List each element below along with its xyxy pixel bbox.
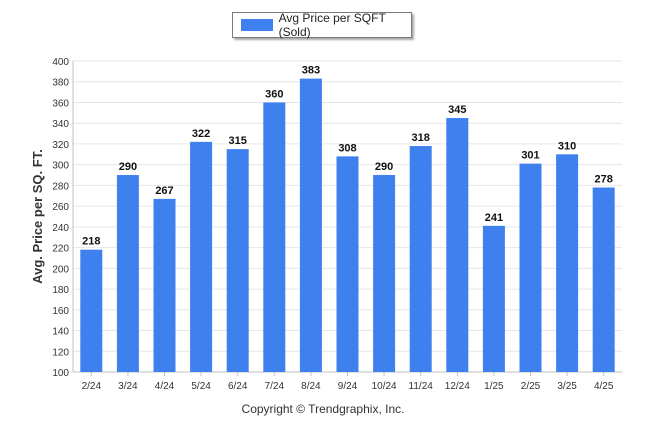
data-label: 241 xyxy=(485,212,503,224)
data-label: 290 xyxy=(375,161,393,173)
x-tick-label: 1/25 xyxy=(484,381,504,392)
bar xyxy=(190,141,213,372)
copyright-text: Copyright © Trendgraphix, Inc. xyxy=(241,402,405,416)
y-tick-label: 200 xyxy=(52,264,69,275)
bar xyxy=(299,78,322,372)
data-labels: 218 290 267 322 315 360 383 308 290 318 345 241 301 3… xyxy=(82,65,613,248)
x-tick-label: 7/24 xyxy=(265,381,285,392)
y-tick-label: 380 xyxy=(52,78,69,89)
data-label: 315 xyxy=(229,135,247,147)
y-tick-label: 100 xyxy=(52,368,69,379)
data-label: 308 xyxy=(338,142,356,154)
data-label: 360 xyxy=(265,88,283,100)
legend-label: Avg Price per SQFT (Sold) xyxy=(278,11,386,39)
y-tick-label: 160 xyxy=(52,306,69,317)
data-label: 383 xyxy=(302,65,320,77)
x-axis: 2/24 3/24 4/24 5/24 6/24 7/24 8/24 9/24 10/24 11/… xyxy=(82,372,614,392)
y-tick-label: 220 xyxy=(52,244,69,255)
x-tick-label: 3/24 xyxy=(118,381,138,392)
bar xyxy=(336,156,359,372)
bar xyxy=(556,154,579,372)
y-axis-title: Avg. Price per SQ. FT. xyxy=(30,149,45,284)
bar xyxy=(482,225,505,372)
bar xyxy=(116,175,139,372)
y-tick-label: 360 xyxy=(52,98,69,109)
y-tick-label: 320 xyxy=(52,140,69,151)
data-label: 345 xyxy=(448,104,466,116)
x-tick-label: 2/25 xyxy=(521,381,541,392)
x-tick-label: 9/24 xyxy=(338,381,358,392)
bar xyxy=(519,163,542,372)
y-tick-label: 240 xyxy=(52,223,69,234)
x-tick-label: 4/24 xyxy=(155,381,175,392)
data-label: 318 xyxy=(412,132,430,144)
y-tick-label: 400 xyxy=(52,57,69,68)
legend: Avg Price per SQFT (Sold) xyxy=(232,11,412,39)
data-label: 322 xyxy=(192,128,210,140)
x-tick-label: 3/25 xyxy=(557,381,577,392)
bar xyxy=(226,149,249,372)
bar xyxy=(446,118,469,373)
x-tick-label: 5/24 xyxy=(191,381,211,392)
y-tick-label: 120 xyxy=(52,347,69,358)
bar xyxy=(80,249,103,372)
y-tick-label: 260 xyxy=(52,202,69,213)
x-tick-label: 11/24 xyxy=(409,381,434,392)
x-tick-label: 10/24 xyxy=(372,381,397,392)
data-label: 301 xyxy=(521,150,539,162)
x-tick-label: 2/24 xyxy=(82,381,102,392)
bar xyxy=(153,198,176,372)
y-axis: 100 120 140 160 180 200 220 240 260 280 300 320 340 3… xyxy=(52,57,74,379)
bar xyxy=(592,187,615,372)
data-label: 267 xyxy=(155,185,173,197)
data-label: 290 xyxy=(119,161,137,173)
y-tick-label: 340 xyxy=(52,119,69,130)
legend-swatch xyxy=(241,19,273,31)
x-tick-label: 4/25 xyxy=(594,381,614,392)
y-tick-label: 280 xyxy=(52,181,69,192)
bar xyxy=(263,102,286,372)
x-tick-label: 12/24 xyxy=(445,381,470,392)
y-tick-label: 300 xyxy=(52,161,69,172)
data-label: 310 xyxy=(558,140,576,152)
bar xyxy=(409,146,432,372)
y-tick-label: 140 xyxy=(52,327,69,338)
x-tick-label: 8/24 xyxy=(301,381,321,392)
bars xyxy=(80,78,615,373)
data-label: 278 xyxy=(595,173,613,185)
y-tick-label: 180 xyxy=(52,285,69,296)
x-tick-label: 6/24 xyxy=(228,381,248,392)
data-label: 218 xyxy=(82,236,100,248)
bar xyxy=(373,175,396,372)
